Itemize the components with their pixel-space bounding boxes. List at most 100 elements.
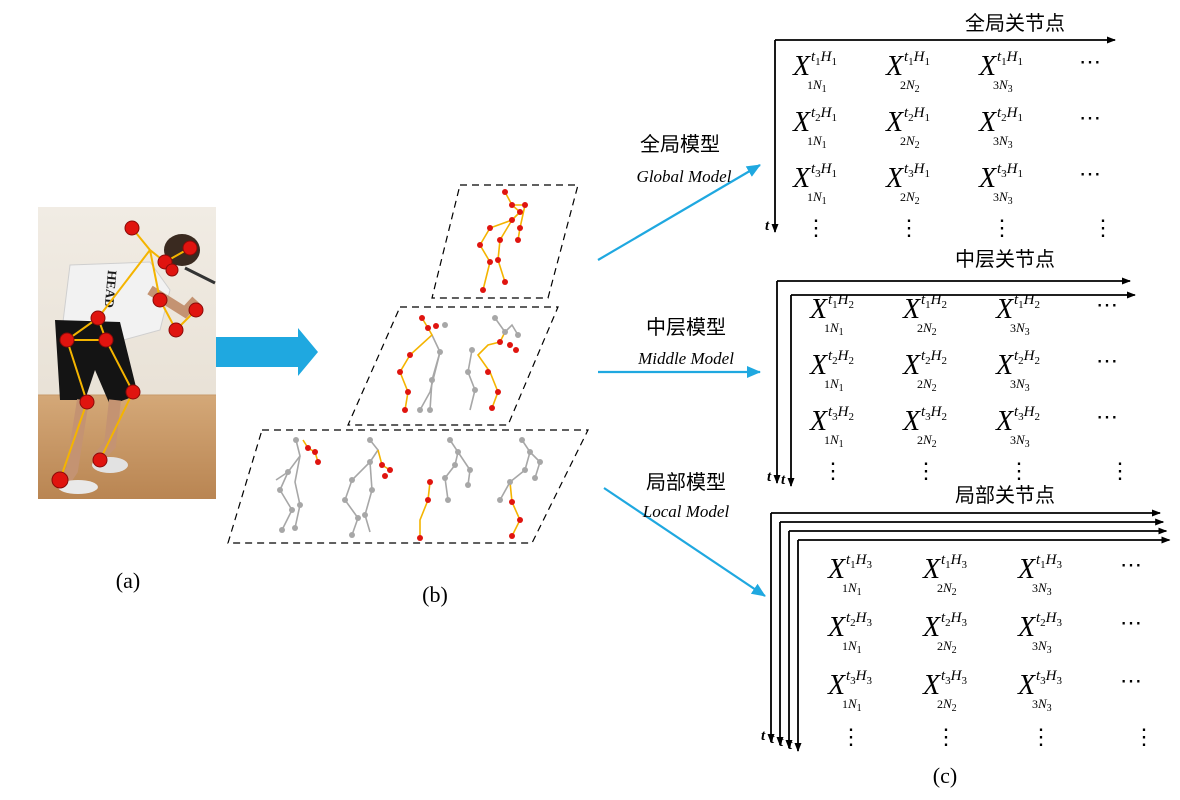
model-en: Local Model	[642, 502, 730, 521]
svg-text:2N2: 2N2	[937, 580, 957, 598]
skeleton-local-3	[417, 437, 473, 541]
svg-text:X: X	[792, 163, 811, 194]
svg-text:X: X	[827, 612, 846, 643]
time-axis-label: t	[781, 472, 786, 488]
row-ellipsis: ⋯	[1120, 610, 1142, 635]
row-ellipsis: ⋯	[1079, 161, 1101, 186]
svg-text:X: X	[885, 51, 904, 82]
svg-text:X: X	[922, 612, 941, 643]
svg-text:2N2: 2N2	[917, 320, 937, 338]
svg-text:2N2: 2N2	[900, 133, 920, 151]
row-ellipsis: ⋯	[1096, 404, 1118, 429]
svg-text:X: X	[1017, 612, 1036, 643]
svg-text:X: X	[978, 51, 997, 82]
column-vdots: ⋮	[805, 215, 827, 240]
svg-text:3N3: 3N3	[1032, 696, 1052, 714]
svg-text:1N1: 1N1	[842, 696, 862, 714]
arrow-local	[603, 487, 766, 597]
svg-text:2N2: 2N2	[917, 376, 937, 394]
model-zh: 局部模型	[646, 470, 726, 494]
plane-global	[431, 184, 579, 299]
svg-text:t2H3: t2H3	[846, 610, 873, 629]
svg-text:3N3: 3N3	[1032, 580, 1052, 598]
svg-text:1N1: 1N1	[824, 432, 844, 450]
arrow-global	[597, 164, 761, 261]
svg-text:3N3: 3N3	[993, 133, 1013, 151]
svg-text:t2H1: t2H1	[811, 105, 837, 124]
svg-text:1N1: 1N1	[842, 580, 862, 598]
column-vdots: ⋮	[822, 458, 844, 483]
svg-text:X: X	[809, 406, 828, 437]
column-vdots: ⋮	[840, 724, 862, 749]
column-vdots: ⋮	[935, 724, 957, 749]
row-ellipsis: ⋯	[1096, 292, 1118, 317]
svg-text:t1H1: t1H1	[811, 49, 837, 68]
panel-a-photo: HEAD	[38, 207, 216, 499]
model-en: Global Model	[637, 167, 732, 186]
svg-text:1N1: 1N1	[842, 638, 862, 656]
svg-text:t2H2: t2H2	[921, 348, 947, 367]
skeleton-local-1	[275, 437, 321, 533]
row-ellipsis: ⋯	[1079, 49, 1101, 74]
arrow-a-to-b	[216, 328, 318, 376]
svg-text:X: X	[978, 163, 997, 194]
svg-text:X: X	[809, 350, 828, 381]
model-label-global: 全局模型 Global Model	[637, 132, 732, 186]
svg-text:t3H2: t3H2	[828, 404, 854, 423]
panel-label-b: (b)	[422, 582, 448, 607]
skeleton-local-4	[497, 437, 543, 539]
time-axis-label: t	[761, 728, 766, 744]
svg-text:2N2: 2N2	[937, 696, 957, 714]
time-axis-label: t	[788, 737, 793, 753]
svg-text:t3H2: t3H2	[1014, 404, 1040, 423]
svg-text:t2H1: t2H1	[904, 105, 930, 124]
row-ellipsis: ⋯	[1120, 552, 1142, 577]
svg-text:X: X	[922, 554, 941, 585]
svg-text:1N1: 1N1	[807, 189, 827, 207]
model-label-middle: 中层模型 Middle Model	[637, 315, 734, 368]
skeleton-global	[477, 189, 528, 293]
svg-text:X: X	[978, 107, 997, 138]
model-zh: 全局模型	[640, 132, 720, 156]
svg-text:X: X	[792, 107, 811, 138]
svg-text:t3H3: t3H3	[1036, 668, 1063, 687]
svg-text:t2H2: t2H2	[1014, 348, 1040, 367]
svg-text:X: X	[995, 350, 1014, 381]
svg-text:t3H2: t3H2	[921, 404, 947, 423]
matrix-title: 全局关节点	[965, 11, 1065, 35]
svg-text:X: X	[827, 670, 846, 701]
svg-text:2N2: 2N2	[917, 432, 937, 450]
svg-text:1N1: 1N1	[807, 77, 827, 95]
svg-text:X: X	[902, 350, 921, 381]
svg-text:1N1: 1N1	[824, 320, 844, 338]
svg-text:2N2: 2N2	[900, 77, 920, 95]
svg-text:t3H1: t3H1	[997, 161, 1023, 180]
plane-local	[227, 429, 589, 544]
svg-text:1N1: 1N1	[807, 133, 827, 151]
matrix-title: 局部关节点	[955, 483, 1055, 507]
column-vdots: ⋮	[991, 215, 1013, 240]
svg-text:3N3: 3N3	[1032, 638, 1052, 656]
